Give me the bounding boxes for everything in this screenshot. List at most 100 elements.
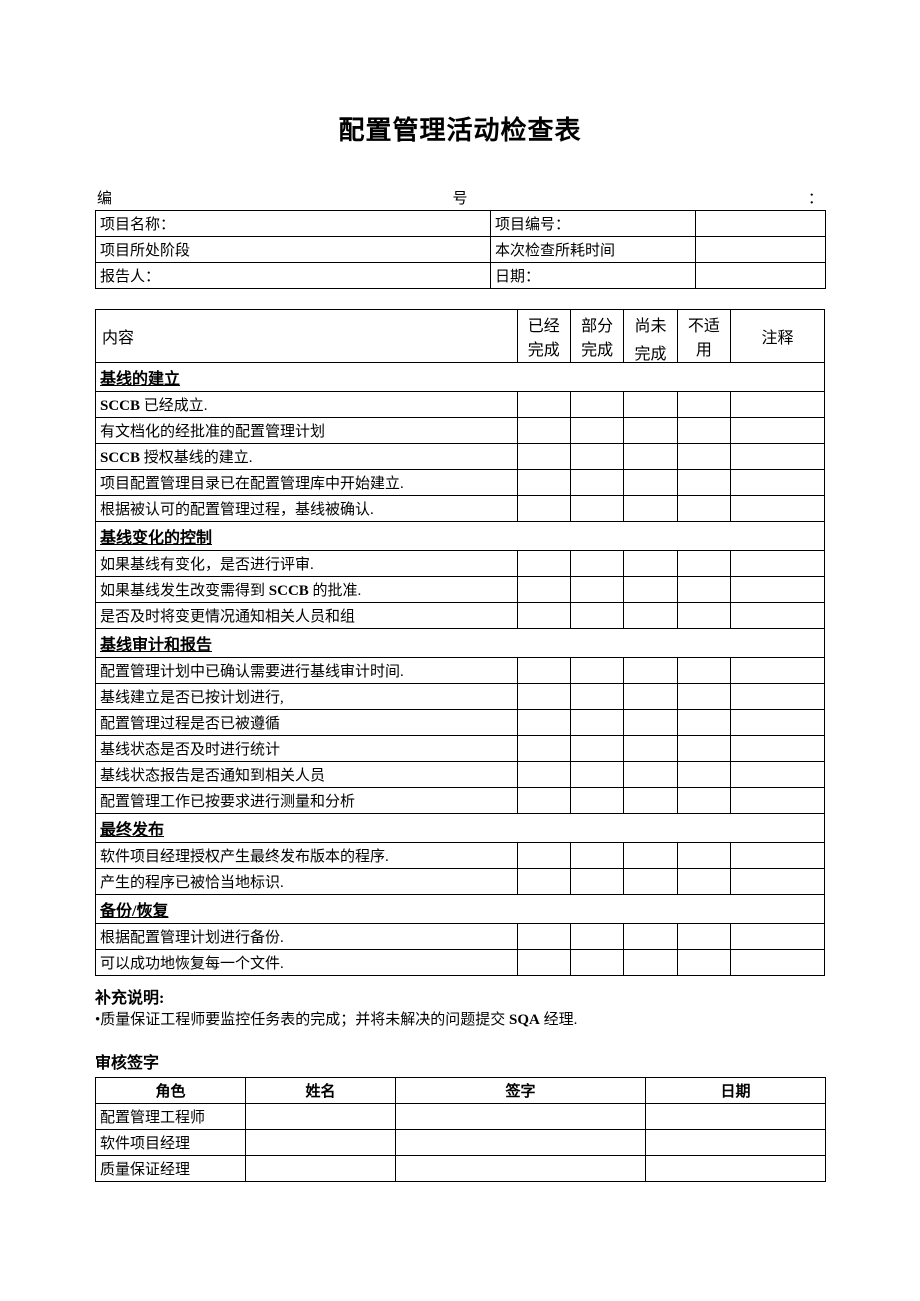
checklist-item-row: 项目配置管理目录已在配置管理库中开始建立. bbox=[96, 470, 825, 496]
checklist-cell bbox=[677, 684, 730, 710]
section-heading-row: 基线审计和报告 bbox=[96, 629, 825, 658]
checklist-cell bbox=[570, 444, 623, 470]
checklist-cell bbox=[731, 950, 825, 976]
checklist-item-row: 配置管理过程是否已被遵循 bbox=[96, 710, 825, 736]
checklist-item-row: 根据被认可的配置管理过程，基线被确认. bbox=[96, 496, 825, 522]
meta-row: 报告人：日期： bbox=[96, 263, 826, 289]
checklist-table: 内容 已经完成 部分完成 尚未完成 不适用 注释 基线的建立SCCB 已经成立.… bbox=[95, 309, 825, 976]
section-heading: 基线审计和报告 bbox=[96, 629, 825, 658]
notes-text-pre: 质量保证工程师要监控任务表的完成；并将未解决的问题提交 bbox=[100, 1012, 509, 1028]
notes-heading: 补充说明: bbox=[95, 984, 825, 1008]
checklist-cell bbox=[677, 788, 730, 814]
checklist-cell bbox=[570, 869, 623, 895]
sign-cell bbox=[646, 1156, 826, 1182]
meta-value-right bbox=[696, 211, 826, 237]
checklist-cell bbox=[677, 843, 730, 869]
checklist-item-text: 配置管理计划中已确认需要进行基线审计时间. bbox=[96, 658, 518, 684]
col-done: 已经完成 bbox=[517, 310, 570, 363]
checklist-cell bbox=[731, 710, 825, 736]
checklist-item-text: 基线建立是否已按计划进行, bbox=[96, 684, 518, 710]
checklist-cell bbox=[517, 444, 570, 470]
checklist-item-text: 基线状态是否及时进行统计 bbox=[96, 736, 518, 762]
checklist-cell bbox=[677, 924, 730, 950]
checklist-cell bbox=[570, 392, 623, 418]
checklist-cell bbox=[624, 736, 677, 762]
checklist-cell bbox=[570, 924, 623, 950]
checklist-cell bbox=[624, 577, 677, 603]
checklist-cell bbox=[570, 496, 623, 522]
meta-label-left: 项目名称： bbox=[96, 211, 491, 237]
section-heading-row: 基线的建立 bbox=[96, 363, 825, 392]
checklist-item-text: 有文档化的经批准的配置管理计划 bbox=[96, 418, 518, 444]
checklist-item-row: 配置管理计划中已确认需要进行基线审计时间. bbox=[96, 658, 825, 684]
checklist-cell bbox=[570, 470, 623, 496]
checklist-cell bbox=[624, 762, 677, 788]
checklist-cell bbox=[517, 736, 570, 762]
sign-cell bbox=[396, 1156, 646, 1182]
checklist-item-text: 基线状态报告是否通知到相关人员 bbox=[96, 762, 518, 788]
checklist-cell bbox=[677, 418, 730, 444]
checklist-cell bbox=[570, 736, 623, 762]
checklist-item-row: 如果基线发生改变需得到 SCCB 的批准. bbox=[96, 577, 825, 603]
checklist-cell bbox=[624, 684, 677, 710]
checklist-cell bbox=[677, 658, 730, 684]
checklist-cell bbox=[517, 551, 570, 577]
checklist-cell bbox=[624, 710, 677, 736]
checklist-cell bbox=[517, 869, 570, 895]
checklist-item-text: 根据配置管理计划进行备份. bbox=[96, 924, 518, 950]
sign-role: 配置管理工程师 bbox=[96, 1104, 246, 1130]
checklist-item-row: 基线状态报告是否通知到相关人员 bbox=[96, 762, 825, 788]
checklist-cell bbox=[517, 788, 570, 814]
checklist-cell bbox=[731, 762, 825, 788]
checklist-cell bbox=[677, 392, 730, 418]
section-heading-row: 备份/恢复 bbox=[96, 895, 825, 924]
meta-label-left: 报告人： bbox=[96, 263, 491, 289]
checklist-cell bbox=[624, 869, 677, 895]
checklist-cell bbox=[624, 603, 677, 629]
section-heading: 备份/恢复 bbox=[96, 895, 825, 924]
checklist-item-text: 配置管理工作已按要求进行测量和分析 bbox=[96, 788, 518, 814]
sign-cell bbox=[246, 1104, 396, 1130]
checklist-cell bbox=[570, 551, 623, 577]
checklist-cell bbox=[677, 869, 730, 895]
sign-cell bbox=[396, 1104, 646, 1130]
checklist-cell bbox=[677, 496, 730, 522]
section-heading: 基线变化的控制 bbox=[96, 522, 825, 551]
checklist-item-row: SCCB 已经成立. bbox=[96, 392, 825, 418]
checklist-cell bbox=[570, 418, 623, 444]
checklist-cell bbox=[731, 577, 825, 603]
checklist-cell bbox=[570, 577, 623, 603]
checklist-cell bbox=[624, 843, 677, 869]
checklist-cell bbox=[624, 470, 677, 496]
checklist-cell bbox=[517, 603, 570, 629]
sign-cell bbox=[246, 1156, 396, 1182]
sign-cell bbox=[646, 1130, 826, 1156]
sign-row: 质量保证经理 bbox=[96, 1156, 826, 1182]
sign-table: 角色 姓名 签字 日期 配置管理工程师软件项目经理质量保证经理 bbox=[95, 1077, 826, 1182]
notes-text-post: 经理. bbox=[540, 1012, 578, 1028]
checklist-cell bbox=[517, 762, 570, 788]
sign-role: 质量保证经理 bbox=[96, 1156, 246, 1182]
checklist-cell bbox=[677, 950, 730, 976]
meta-label-right: 项目编号： bbox=[491, 211, 696, 237]
checklist-cell bbox=[570, 788, 623, 814]
checklist-cell bbox=[677, 577, 730, 603]
serial-number-line: 编 号 ： bbox=[95, 187, 825, 208]
page-title: 配置管理活动检查表 bbox=[95, 110, 825, 147]
checklist-cell bbox=[624, 924, 677, 950]
checklist-cell bbox=[677, 710, 730, 736]
sign-cell bbox=[246, 1130, 396, 1156]
checklist-cell bbox=[570, 843, 623, 869]
checklist-cell bbox=[731, 470, 825, 496]
sign-role: 软件项目经理 bbox=[96, 1130, 246, 1156]
checklist-item-row: 基线状态是否及时进行统计 bbox=[96, 736, 825, 762]
checklist-cell bbox=[731, 603, 825, 629]
checklist-item-row: 是否及时将变更情况通知相关人员和组 bbox=[96, 603, 825, 629]
checklist-item-text: 是否及时将变更情况通知相关人员和组 bbox=[96, 603, 518, 629]
checklist-cell bbox=[517, 392, 570, 418]
checklist-cell bbox=[517, 684, 570, 710]
serial-mid: 号 bbox=[452, 187, 467, 208]
checklist-cell bbox=[624, 444, 677, 470]
section-heading-row: 基线变化的控制 bbox=[96, 522, 825, 551]
checklist-item-text: 配置管理过程是否已被遵循 bbox=[96, 710, 518, 736]
